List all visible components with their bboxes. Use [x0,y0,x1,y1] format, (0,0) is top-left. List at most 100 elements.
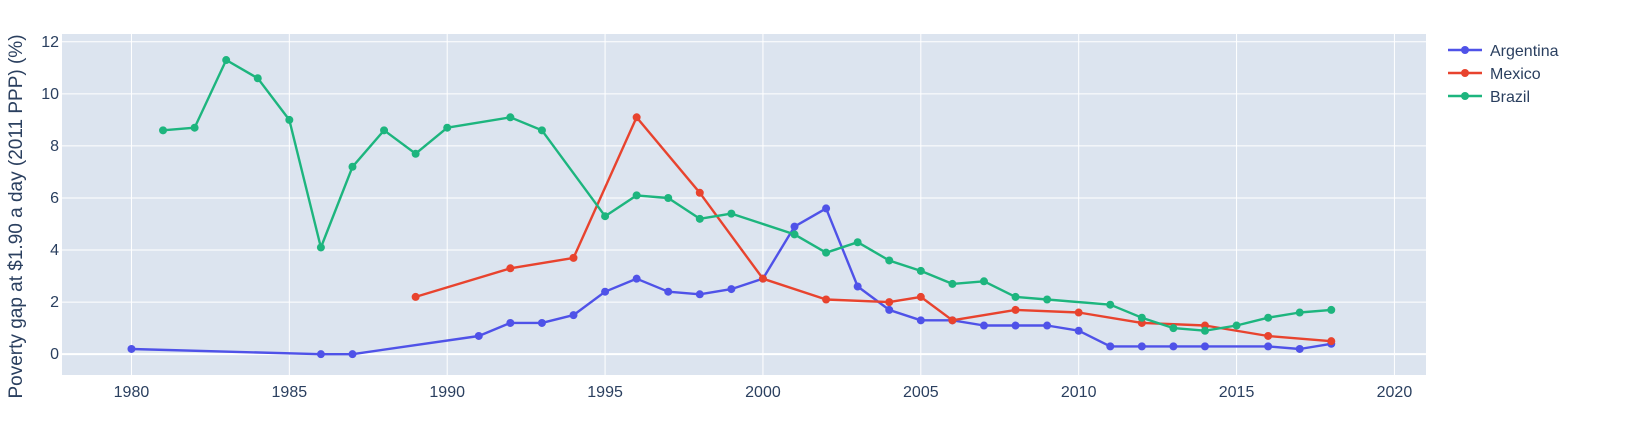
data-point-argentina[interactable] [853,282,862,291]
y-axis-title: Poverty gap at $1.90 a day (2011 PPP) (%… [6,34,27,398]
data-point-brazil[interactable] [443,123,452,132]
data-point-brazil[interactable] [1137,313,1146,322]
y-axis-ticks: 0 2 4 6 8 10 12 [41,34,59,363]
y-tick-label: 4 [50,242,59,259]
x-tick-label: 2000 [745,384,781,401]
data-point-brazil[interactable] [285,115,294,124]
legend-label: Brazil [1490,89,1530,106]
data-point-mexico[interactable] [916,292,925,301]
data-point-argentina[interactable] [1106,342,1115,351]
data-point-brazil[interactable] [159,126,168,135]
legend-item-brazil[interactable]: Brazil [1448,89,1530,106]
data-point-mexico[interactable] [506,264,515,273]
y-tick-label: 0 [50,346,59,363]
data-point-brazil[interactable] [1200,326,1209,335]
legend-swatch-marker [1461,92,1469,100]
legend-label: Mexico [1490,66,1541,83]
data-point-argentina[interactable] [664,287,673,296]
data-point-argentina[interactable] [1137,342,1146,351]
data-point-mexico[interactable] [948,316,957,325]
data-point-brazil[interactable] [1327,305,1336,314]
data-point-brazil[interactable] [316,243,325,252]
data-point-argentina[interactable] [1169,342,1178,351]
data-point-brazil[interactable] [348,162,357,171]
data-point-argentina[interactable] [348,350,357,359]
x-tick-label: 1980 [114,384,150,401]
data-point-argentina[interactable] [506,318,515,327]
data-point-argentina[interactable] [822,204,831,213]
data-point-brazil[interactable] [853,238,862,247]
series-line-brazil [162,58,1332,332]
data-point-brazil[interactable] [822,248,831,257]
data-point-argentina[interactable] [885,305,894,314]
data-point-brazil[interactable] [1232,321,1241,330]
data-point-argentina[interactable] [1264,342,1273,351]
y-tick-label: 2 [50,294,59,311]
data-point-brazil[interactable] [190,123,199,132]
legend[interactable]: Argentina Mexico Brazil [1448,43,1559,106]
y-tick-label: 10 [41,86,59,103]
data-point-brazil[interactable] [1106,300,1115,309]
legend-label: Argentina [1490,43,1559,60]
data-point-mexico[interactable] [885,298,894,307]
data-point-brazil[interactable] [632,191,641,200]
data-point-argentina[interactable] [601,287,610,296]
data-point-argentina[interactable] [569,311,578,320]
data-point-argentina[interactable] [1295,344,1304,353]
data-point-argentina[interactable] [790,222,799,231]
data-point-mexico[interactable] [1264,331,1273,340]
data-point-brazil[interactable] [885,256,894,265]
legend-item-argentina[interactable]: Argentina [1448,43,1559,60]
data-point-brazil[interactable] [948,279,957,288]
x-axis-ticks: 1980 1985 1990 1995 2000 2005 2010 2015 2020 [114,384,1413,401]
data-point-argentina[interactable] [1011,321,1020,330]
data-point-mexico[interactable] [1074,308,1083,317]
data-point-brazil[interactable] [1043,295,1052,304]
data-point-argentina[interactable] [537,318,546,327]
data-point-mexico[interactable] [1011,305,1020,314]
data-point-brazil[interactable] [411,149,420,158]
y-tick-label: 12 [41,34,59,51]
data-point-brazil[interactable] [506,113,515,122]
data-point-mexico[interactable] [1327,337,1336,346]
data-point-brazil[interactable] [727,209,736,218]
data-point-brazil[interactable] [222,56,231,65]
x-tick-label: 1985 [272,384,308,401]
data-point-argentina[interactable] [127,344,136,353]
data-point-brazil[interactable] [695,214,704,223]
data-point-argentina[interactable] [979,321,988,330]
data-point-argentina[interactable] [1200,342,1209,351]
x-tick-label: 2005 [903,384,939,401]
data-point-mexico[interactable] [569,253,578,262]
data-point-brazil[interactable] [790,230,799,239]
data-point-brazil[interactable] [601,212,610,221]
x-tick-label: 1995 [587,384,623,401]
x-tick-label: 1990 [429,384,465,401]
y-tick-label: 8 [50,138,59,155]
data-point-brazil[interactable] [916,266,925,275]
data-point-mexico[interactable] [695,188,704,197]
data-point-brazil[interactable] [537,126,546,135]
data-point-argentina[interactable] [474,331,483,340]
data-point-mexico[interactable] [822,295,831,304]
data-point-mexico[interactable] [632,113,641,122]
data-point-argentina[interactable] [695,290,704,299]
data-point-argentina[interactable] [916,316,925,325]
data-point-brazil[interactable] [1295,308,1304,317]
data-point-argentina[interactable] [727,285,736,294]
data-point-argentina[interactable] [316,350,325,359]
data-point-brazil[interactable] [979,277,988,286]
legend-item-mexico[interactable]: Mexico [1448,66,1541,83]
data-point-brazil[interactable] [1169,324,1178,333]
data-point-brazil[interactable] [1264,313,1273,322]
data-point-mexico[interactable] [411,292,420,301]
data-point-brazil[interactable] [664,193,673,202]
data-point-argentina[interactable] [1043,321,1052,330]
data-point-brazil[interactable] [380,126,389,135]
data-point-mexico[interactable] [758,274,767,283]
data-point-brazil[interactable] [253,74,262,83]
data-point-argentina[interactable] [1074,326,1083,335]
data-point-brazil[interactable] [1011,292,1020,301]
data-point-argentina[interactable] [632,274,641,283]
series-brazil [159,56,1336,335]
